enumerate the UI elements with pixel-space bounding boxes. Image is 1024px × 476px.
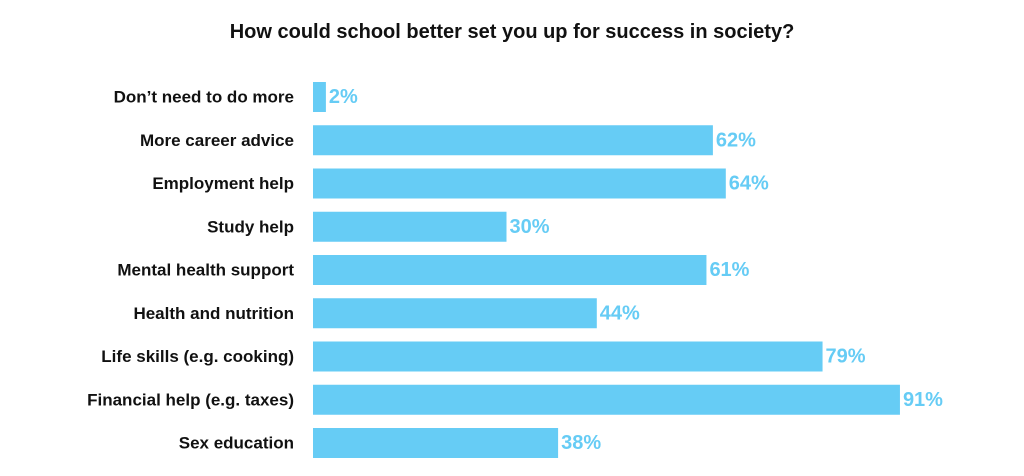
category-label: Mental health support — [117, 261, 294, 280]
value-label: 30% — [510, 216, 550, 238]
category-label: Study help — [207, 217, 294, 236]
category-label: Health and nutrition — [133, 304, 294, 323]
value-label: 79% — [826, 346, 866, 368]
value-label: 61% — [709, 259, 749, 281]
bar — [313, 384, 900, 415]
category-label: More career advice — [140, 131, 294, 150]
bar — [313, 82, 326, 112]
value-label: 62% — [716, 129, 756, 151]
category-label: Employment help — [152, 174, 294, 193]
value-label: 38% — [561, 432, 601, 454]
bar — [313, 168, 726, 199]
bar — [313, 211, 507, 242]
value-label: 64% — [729, 173, 769, 195]
bar — [313, 255, 707, 285]
category-label: Don’t need to do more — [114, 88, 294, 107]
category-label: Sex education — [179, 434, 294, 453]
bar — [313, 298, 597, 329]
bar — [313, 428, 559, 458]
category-label: Financial help (e.g. taxes) — [87, 390, 294, 409]
value-label: 2% — [329, 86, 358, 108]
bar — [313, 125, 713, 156]
category-label: Life skills (e.g. cooking) — [101, 347, 294, 366]
value-label: 91% — [903, 389, 943, 411]
value-label: 44% — [600, 302, 640, 324]
bars-group: Don’t need to do more 2% More career advic… — [87, 82, 943, 458]
bar — [313, 341, 823, 372]
chart-title: How could school better set you up for s… — [230, 21, 795, 43]
